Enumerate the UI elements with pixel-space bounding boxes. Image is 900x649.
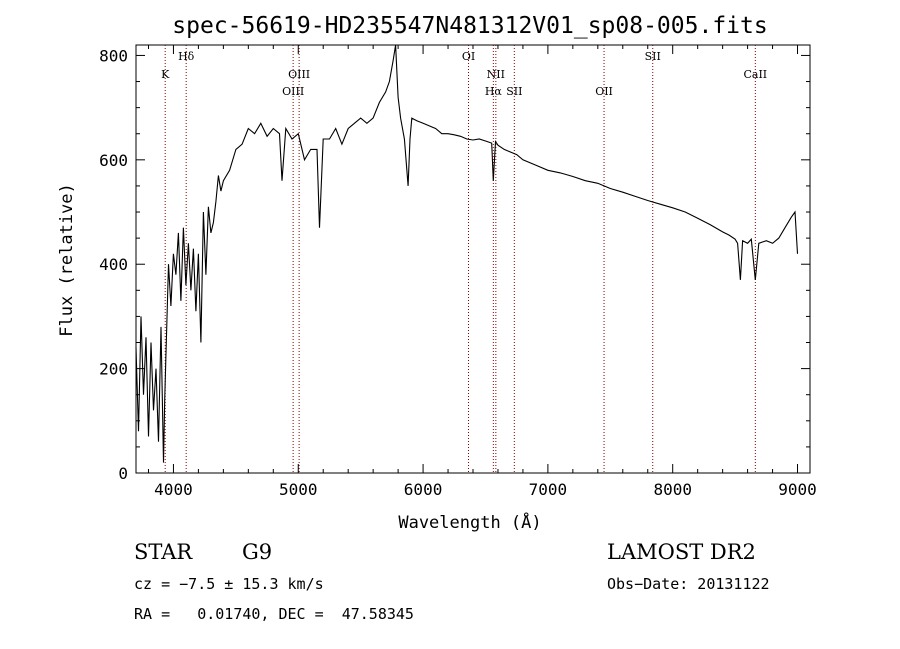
line-marker-label: OII <box>595 85 613 98</box>
x-tick-label: 7000 <box>529 480 568 499</box>
line-marker-label: Hα <box>485 85 503 98</box>
y-axis-label: Flux (relative) <box>57 183 77 337</box>
x-tick-label: 5000 <box>279 480 318 499</box>
redshift-cz: cz = −7.5 ± 15.3 km/s <box>134 575 324 593</box>
ra-dec: RA = 0.01740, DEC = 47.58345 <box>134 605 414 623</box>
line-marker-label: OIII <box>282 85 304 98</box>
line-marker-label: SII <box>506 85 522 98</box>
line-marker-label: K <box>161 68 170 81</box>
line-marker-label: CaII <box>743 68 767 81</box>
line-marker-label: OIII <box>288 68 310 81</box>
y-tick-label: 400 <box>99 255 128 274</box>
x-tick-label: 6000 <box>404 480 443 499</box>
subclass: G9 <box>242 540 273 564</box>
x-axis-label: Wavelength (Å) <box>398 511 541 533</box>
x-tick-label: 9000 <box>778 480 817 499</box>
chart-title: spec-56619-HD235547N481312V01_sp08-005.f… <box>172 13 767 39</box>
object-type: STAR <box>134 540 193 564</box>
line-marker-label: OI <box>462 50 475 63</box>
axes: 4000 5000 6000 7000 8000 9000 0 200 400 600 800 <box>99 45 817 499</box>
spectrum-line <box>135 44 799 463</box>
x-tick-label: 8000 <box>653 480 692 499</box>
x-tick-label: 4000 <box>154 480 193 499</box>
line-marker-label: Hδ <box>178 50 195 63</box>
y-tick-label: 0 <box>118 464 128 483</box>
y-tick-label: 200 <box>99 360 128 379</box>
line-marker-label: SII <box>645 50 661 63</box>
plot-frame <box>135 44 811 474</box>
survey-label: LAMOST DR2 <box>607 540 756 564</box>
y-tick-label: 800 <box>99 46 128 65</box>
y-tick-label: 600 <box>99 151 128 170</box>
observation-date: Obs−Date: 20131122 <box>607 575 770 593</box>
line-marker-label: NII <box>487 68 505 81</box>
